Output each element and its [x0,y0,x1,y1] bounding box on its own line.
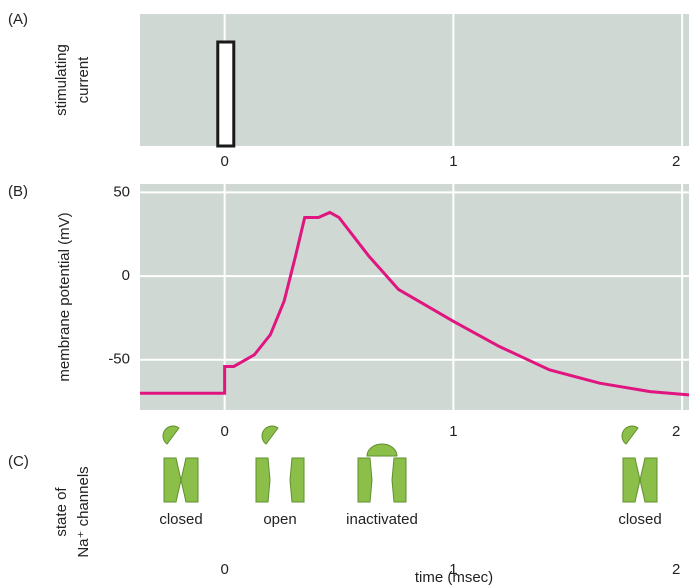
channel-half [180,457,199,503]
plot-area [140,184,689,410]
inactivation-gate [366,443,398,457]
state-label: inactivated [346,511,418,528]
y-axis-title: stimulating [53,44,70,116]
x-tick-label: 0 [220,423,228,440]
channel-half [289,457,305,503]
channel-half [255,457,271,503]
panel-label: (A) [8,11,28,28]
channel-half [357,457,373,503]
y-axis-title: current [75,56,92,104]
stimulus-pulse [216,40,236,148]
inactivation-gate [621,425,639,445]
y-axis-title: state of [53,487,70,537]
y-tick-label: 0 [122,267,130,284]
x-tick-label: 2 [672,423,680,440]
y-tick-label: -50 [108,351,130,368]
panel-label: (B) [8,183,28,200]
x-tick-label: 0 [220,561,228,578]
channel-half [391,457,407,503]
x-tick-label: 1 [449,153,457,170]
na-channel-icon [357,443,407,503]
x-tick-label: 2 [672,153,680,170]
x-axis-title: time (msec) [415,569,493,585]
na-channel-icon [162,425,199,503]
state-label: open [263,511,296,528]
state-label: closed [618,511,661,528]
x-tick-label: 2 [672,561,680,578]
x-tick-label: 0 [220,153,228,170]
inactivation-gate [261,425,279,445]
membrane-potential-line [140,210,689,397]
state-label: closed [159,511,202,528]
channel-half [163,457,182,503]
na-channel-icon [255,425,305,503]
panel-label: (C) [8,453,29,470]
na-channel-icon [621,425,658,503]
channel-half [639,457,658,503]
x-tick-label: 1 [449,561,457,578]
x-tick-label: 1 [449,423,457,440]
inactivation-gate [162,425,180,445]
y-axis-title: Na⁺ channels [75,466,92,557]
channel-half [622,457,641,503]
y-tick-label: 50 [113,183,130,200]
y-axis-title: membrane potential (mV) [56,212,73,381]
